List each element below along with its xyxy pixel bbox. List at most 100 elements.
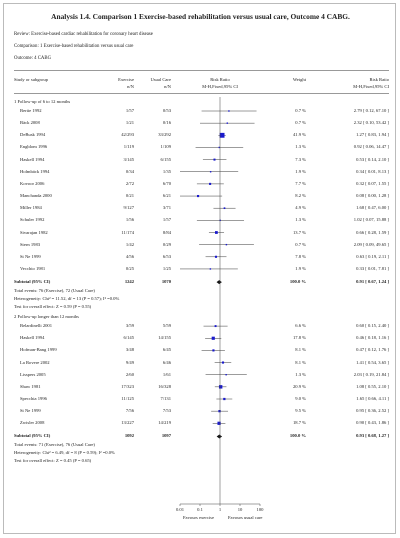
subtotal-exercise: 1092: [124, 433, 134, 439]
group-stat-line: Test for overall effect: Z = 0.45 (P = 0…: [14, 458, 92, 464]
effect-square: [223, 397, 226, 401]
exercise-events: 4/56: [125, 253, 134, 259]
effect-square: [223, 207, 226, 210]
exercise-events: 2/72: [125, 180, 134, 186]
effect-square: [215, 231, 218, 234]
subtotal-diamond: [216, 280, 222, 285]
col-header-exercise: Exercise: [118, 77, 134, 82]
study-name: Manchanda 2000: [20, 193, 52, 199]
usual-events: 1/25: [162, 265, 171, 271]
effect-square: [221, 361, 225, 364]
group-stat-line: Heterogeneity: Chi² = 11.52, df = 13 (P …: [14, 296, 120, 302]
subtotal-diamond: [216, 434, 223, 439]
study-weight: 1.9 %: [295, 265, 306, 271]
study-risk-ratio: 0.34 [ 0.01, 8.13 ]: [356, 168, 389, 174]
col-header-usual-sub: n/N: [164, 84, 171, 89]
study-risk-ratio: 1.65 [ 0.66, 4.11 ]: [356, 396, 389, 401]
exercise-events: 0/21: [125, 193, 134, 199]
study-weight: 9.0 %: [295, 396, 306, 401]
effect-square: [225, 374, 227, 376]
col-header-usual: Usual Care: [150, 77, 171, 82]
study-risk-ratio: 1.41 [ 0.54, 3.65 ]: [356, 359, 389, 365]
subgroup-label: 1 Follow-up of 6 to 12 months: [14, 99, 71, 104]
exercise-events: 0/25: [125, 265, 134, 271]
effect-square: [213, 158, 216, 161]
subtotal-risk-ratio: 0.93 [ 0.68, 1.27 ]: [356, 433, 389, 439]
study-weight: 13.7 %: [292, 229, 306, 235]
header-rule-top: [14, 70, 389, 71]
exercise-events: 1/42: [125, 241, 134, 247]
exercise-events: 3/145: [123, 156, 134, 162]
usual-events: 1/109: [160, 144, 171, 150]
forest-plot: [179, 97, 261, 506]
study-weight: 8.1 %: [295, 359, 306, 365]
subtotal-label: Subtotal (95% CI): [14, 433, 51, 439]
study-risk-ratio: 0.63 [ 0.19, 2.11 ]: [356, 253, 389, 259]
col-header-rr-plot-sub: M-H,Fixed,95% CI: [202, 84, 238, 89]
study-name: Kovoor 2006: [20, 180, 45, 186]
col-header-rr-plot: Risk Ratio: [210, 77, 230, 82]
exercise-events: 13/227: [121, 420, 134, 426]
study-risk-ratio: 0.60 [ 0.15, 2.40 ]: [356, 323, 389, 329]
group-stat-line: Test for overall effect: Z = 0.59 (P = 0…: [14, 304, 92, 310]
study-risk-ratio: 0.33 [ 0.01, 7.81 ]: [356, 265, 389, 271]
usual-events: 0/29: [162, 241, 171, 247]
col-header-rr-text: Risk Ratio: [369, 77, 389, 82]
effect-square: [214, 255, 218, 258]
group-stat-line: Heterogeneity: Chi² = 6.49, df = 8 (P = …: [14, 450, 115, 456]
usual-events: 14/219: [158, 420, 171, 426]
x-tick-label: 0.01: [175, 507, 185, 512]
study-weight: 6.6 %: [295, 323, 306, 329]
study-name: Holmbäck 1994: [20, 168, 50, 174]
col-header-exercise-sub: n/N: [127, 84, 134, 89]
header-rule-bottom: [14, 93, 389, 94]
usual-events: 6/21: [162, 193, 171, 199]
effect-square: [218, 385, 223, 389]
effect-square: [209, 171, 212, 173]
subtotal-weight: 100.0 %: [289, 433, 306, 439]
study-weight: 1.3 %: [295, 144, 306, 150]
effect-square: [214, 325, 217, 328]
study-weight: 41.9 %: [292, 132, 306, 138]
study-name: Zwisler 2008: [20, 420, 45, 426]
study-weight: 9.5 %: [295, 408, 306, 414]
x-tick-label: 1: [218, 507, 222, 512]
study-weight: 0.7 %: [295, 120, 306, 126]
study-name: Miller 1984: [20, 205, 42, 211]
col-header-rr-text-sub: M-H,Fixed,95% CI: [353, 84, 389, 89]
effect-square: [212, 349, 215, 352]
comparison-line: Comparison: 1 Exercise-based rehabilitat…: [14, 44, 134, 49]
study-name: Shaw 1981: [20, 383, 41, 389]
review-line: Review: Exercise-based cardiac rehabilit…: [14, 32, 153, 37]
study-weight: 7.8 %: [295, 253, 306, 259]
col-header-weight: Weight: [292, 77, 306, 82]
study-name: Belardinelli 2001: [20, 323, 53, 329]
study-name: Engblom 1996: [20, 144, 48, 150]
usual-events: 3/71: [162, 205, 171, 211]
figure-title: Analysis 1.4. Comparison 1 Exercise-base…: [51, 12, 350, 21]
effect-square: [209, 268, 212, 270]
study-weight: 1.9 %: [295, 168, 306, 174]
usual-events: 5/59: [162, 323, 171, 329]
usual-events: 0/16: [162, 120, 171, 126]
subtotal-usual: 1070: [161, 279, 171, 285]
study-name: St Ne 1999: [20, 253, 41, 259]
study-name: DeBusk 1994: [20, 132, 46, 138]
effect-square: [218, 409, 221, 413]
usual-events: 6/53: [162, 253, 171, 259]
effect-square: [226, 122, 229, 124]
usual-events: 7/131: [160, 396, 171, 401]
study-name: Haskell 1994: [20, 335, 45, 341]
exercise-events: 42/293: [121, 132, 134, 138]
study-weight: 0.7 %: [295, 241, 306, 247]
study-risk-ratio: 0.90 [ 0.43, 1.86 ]: [356, 420, 389, 426]
study-weight: 4.9 %: [295, 205, 306, 211]
study-risk-ratio: 0.08 [ 0.00, 1.28 ]: [356, 193, 389, 199]
usual-events: 6/46: [162, 359, 171, 365]
study-risk-ratio: 1.02 [ 0.07, 15.88 ]: [353, 217, 389, 223]
study-risk-ratio: 2.03 [ 0.19, 21.84 ]: [353, 371, 389, 377]
study-risk-ratio: 0.92 [ 0.06, 14.47 ]: [353, 144, 389, 150]
exercise-events: 17/323: [121, 383, 134, 389]
study-name: La Rovere 2002: [20, 359, 50, 365]
usual-events: 8/84: [162, 229, 171, 235]
